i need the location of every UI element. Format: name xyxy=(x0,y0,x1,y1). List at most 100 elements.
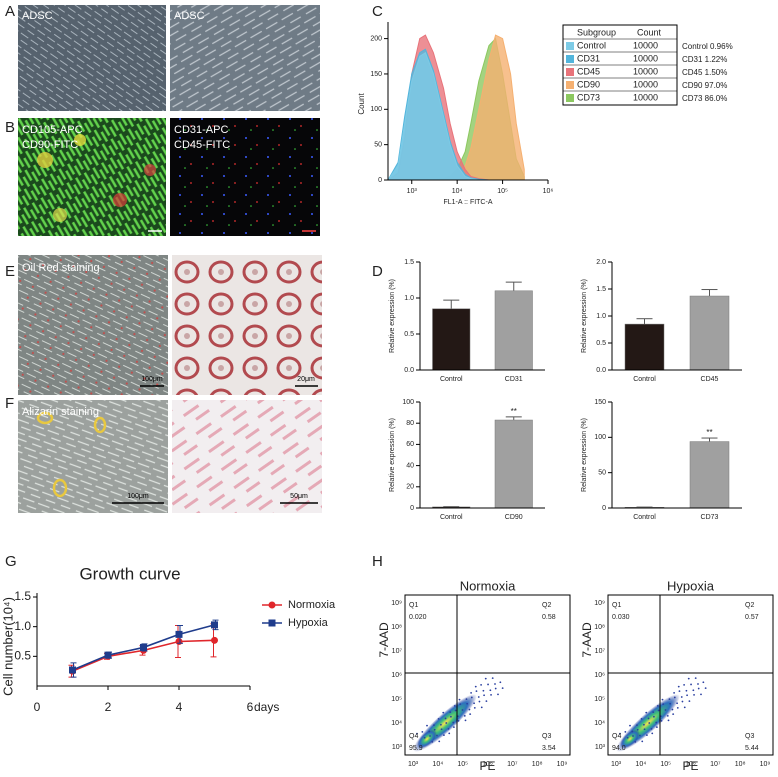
scatter-dot xyxy=(647,717,650,720)
scatter-dot xyxy=(494,683,496,685)
y-tick-label: 0.5 xyxy=(404,331,414,338)
table-count: 10000 xyxy=(633,40,658,50)
scatter-dot xyxy=(688,700,691,703)
scatter-dot xyxy=(468,708,471,711)
scatter-dot xyxy=(626,736,629,739)
panel-label: D xyxy=(372,263,383,280)
percent-note: CD45 1.50% xyxy=(682,68,727,77)
x-tick-label: 10⁵ xyxy=(660,761,671,768)
scatter-dot xyxy=(447,727,450,730)
y-tick-label: 2.0 xyxy=(596,259,606,266)
scatter-dot xyxy=(497,693,499,696)
y-tick-label: 10⁷ xyxy=(392,648,403,655)
scatter-dot xyxy=(672,713,675,716)
scatter-dot xyxy=(683,706,686,709)
percent-note: Control 0.96% xyxy=(682,42,733,51)
legend-swatch xyxy=(566,68,574,76)
scatter-dot xyxy=(442,711,445,714)
panel-label: A xyxy=(5,3,15,20)
scatter-dot xyxy=(449,711,452,714)
scatter-dot xyxy=(650,727,653,730)
scatter-dot xyxy=(683,683,685,686)
panel-label: B xyxy=(5,119,15,136)
scatter-dot xyxy=(685,689,688,692)
x-tick-label: 10⁶ xyxy=(482,761,493,768)
x-axis-label: PE xyxy=(682,759,698,772)
legend-label: CD90 xyxy=(577,79,600,89)
quadrant-name: Q1 xyxy=(409,602,418,609)
scatter-dot xyxy=(666,714,669,717)
legend-label: Control xyxy=(577,40,606,50)
scatter-dot xyxy=(483,694,485,697)
marker xyxy=(211,621,218,629)
y-tick-label: 200 xyxy=(370,35,382,42)
scatter-dot xyxy=(433,724,435,727)
scatter-dot xyxy=(463,714,466,717)
scatter-dot xyxy=(480,706,483,709)
scatter-dot xyxy=(440,723,442,726)
y-tick-label: 10⁸ xyxy=(594,624,605,631)
x-tick-label: Control xyxy=(633,376,656,383)
x-tick-label: Control xyxy=(440,514,463,521)
scatter-dot xyxy=(632,735,634,737)
x-tick-label: 10⁷ xyxy=(507,761,518,768)
scale-label: 100μm xyxy=(141,376,163,383)
scatter-dot xyxy=(478,700,481,703)
significance: ** xyxy=(511,407,517,416)
scatter-dot xyxy=(643,723,645,726)
significance: ** xyxy=(706,428,712,437)
y-tick-label: 150 xyxy=(594,399,606,406)
scatter-dot xyxy=(660,719,663,722)
table-count: 10000 xyxy=(633,66,658,76)
bar xyxy=(689,295,730,371)
density-core xyxy=(417,729,437,749)
scatter-dot xyxy=(694,677,697,680)
y-axis-label: 7-AAD xyxy=(377,622,391,658)
x-tick-label: 10⁵ xyxy=(457,761,468,768)
photo xyxy=(18,400,168,513)
x-tick-label: 10⁴ xyxy=(635,761,646,768)
scatter-dot xyxy=(443,734,445,737)
quadrant-value: 94.0 xyxy=(612,745,626,752)
y-tick-label: 10⁵ xyxy=(594,696,605,703)
scatter-dot xyxy=(416,732,418,735)
scatter-dot xyxy=(501,687,504,690)
y-tick-label: 10³ xyxy=(595,744,606,751)
y-tick-label: 60 xyxy=(406,441,414,448)
scatter-dot xyxy=(470,691,472,694)
quadrant-name: Q4 xyxy=(409,733,418,740)
scatter-dot xyxy=(461,709,464,711)
scatter-dot xyxy=(697,683,699,685)
scatter-dot xyxy=(431,740,434,743)
bar xyxy=(494,419,533,509)
marker xyxy=(175,630,183,638)
scatter-dot xyxy=(681,700,684,703)
scatter-dot xyxy=(676,702,678,705)
photos xyxy=(18,5,322,513)
scatter-dot xyxy=(655,721,658,724)
scatter-dot xyxy=(624,730,627,733)
y-tick-label: 0.0 xyxy=(596,367,606,374)
y-tick-label: 40 xyxy=(406,462,414,469)
x-tick-label: 10⁸ xyxy=(735,761,746,768)
scatter-dot xyxy=(473,706,476,709)
error-cap xyxy=(177,624,183,644)
photo-label: CD90-FITC xyxy=(22,139,78,151)
scatter-dot xyxy=(668,698,671,701)
scatter-dot xyxy=(428,730,431,733)
scatter-dot xyxy=(490,693,492,696)
y-tick-label: 10⁴ xyxy=(594,720,605,727)
scatter-dot xyxy=(652,711,655,714)
scatter-dot xyxy=(475,690,478,693)
x-tick-label: CD73 xyxy=(701,514,719,521)
photo-label: ADSC xyxy=(22,10,53,22)
scale-label: 20μm xyxy=(297,376,315,383)
x-tick-label: Control xyxy=(633,514,656,521)
photo xyxy=(18,5,166,111)
legend-marker xyxy=(268,619,276,627)
scatter-dot xyxy=(438,740,441,743)
scatter-dot xyxy=(450,715,452,718)
panel-title: Hypoxia xyxy=(667,578,715,593)
scatter-dot xyxy=(457,719,460,722)
panel-label: C xyxy=(372,3,383,20)
